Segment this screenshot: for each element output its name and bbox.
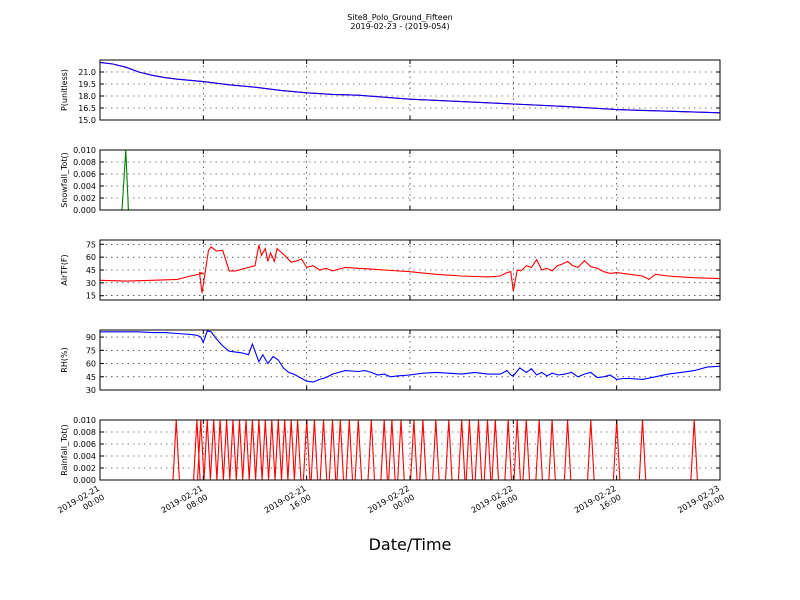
y-tick-label: 19.5: [78, 80, 96, 89]
x-axis-label: Date/Time: [369, 535, 452, 554]
panel-1: 15.0 16.5 18.0 19.5 21.0 P(unitless): [60, 59, 721, 125]
y-tick-label: 0.006: [73, 440, 96, 449]
y-tick-label: 0.000: [73, 206, 96, 215]
y-tick-label: 0.002: [73, 194, 96, 203]
y-tick-label: 0.002: [73, 464, 96, 473]
x-tick-label: 2019-02-2300:00: [676, 484, 726, 524]
y-tick-label: 15: [86, 292, 96, 301]
y-tick-label: 18.0: [78, 92, 96, 101]
y-tick-label: 0.008: [73, 158, 96, 167]
x-tick-label: 2019-02-2200:00: [366, 484, 416, 524]
y-axis-label: P(unitless): [60, 69, 69, 111]
y-tick-label: 0.010: [73, 416, 96, 425]
y-axis-label: Snowfall_Tot(): [60, 152, 69, 208]
chart-title-line1: Site8_Polo_Ground_Fifteen: [347, 13, 452, 22]
y-tick-label: 0.004: [73, 182, 96, 191]
y-tick-label: 0.006: [73, 170, 96, 179]
y-axis-label: AirTF(F): [60, 254, 69, 285]
y-tick-label: 0.010: [73, 146, 96, 155]
panel-4: 30 45 60 75 90 RH(%): [60, 329, 721, 395]
y-tick-label: 30: [86, 279, 96, 288]
y-tick-label: 0.000: [73, 476, 96, 485]
y-axis-label: RH(%): [60, 347, 69, 372]
y-tick-label: 45: [86, 373, 96, 382]
series-line-1: [100, 330, 721, 383]
panel-3: 15 30 45 60 75 AirTF(F): [60, 239, 721, 301]
y-tick-label: 0.008: [73, 428, 96, 437]
x-tick-label: 2019-02-2208:00: [470, 484, 520, 524]
x-tick-label: 2019-02-2108:00: [160, 484, 210, 524]
y-tick-label: 30: [86, 386, 96, 395]
panels: 15.016.518.019.521.0P(unitless)0.0000.00…: [60, 59, 721, 485]
chart-title-line2: 2019-02-23 - (2019-054): [350, 22, 449, 31]
y-tick-label: 60: [86, 253, 96, 262]
y-tick-label: 90: [86, 333, 96, 342]
y-tick-label: 75: [86, 240, 96, 249]
y-tick-label: 16.5: [78, 104, 96, 113]
x-tick-labels: 2019-02-2100:00 2019-02-2108:00 2019-02-21…: [56, 484, 726, 524]
y-tick-label: 45: [86, 266, 96, 275]
y-tick-label: 60: [86, 360, 96, 369]
panel-2: 0.000 0.002 0.004 0.006 0.008 0.010 Snowfall_T…: [60, 146, 721, 215]
series-line-2: [99, 61, 721, 114]
y-tick-label: 75: [86, 346, 96, 355]
y-tick-label: 15.0: [78, 116, 96, 125]
panel-5: 0.000 0.002 0.004 0.006 0.008 0.010 Rainfall_T…: [60, 416, 721, 485]
x-tick-label: 2019-02-2116:00: [263, 484, 313, 524]
y-tick-label: 21.0: [78, 68, 96, 77]
x-tick-label: 2019-02-2100:00: [56, 484, 106, 524]
x-tick-label: 2019-02-2216:00: [573, 484, 623, 524]
y-tick-label: 0.004: [73, 452, 96, 461]
y-axis-label: Rainfall_Tot(): [60, 424, 69, 476]
series-line-1: [99, 244, 721, 294]
